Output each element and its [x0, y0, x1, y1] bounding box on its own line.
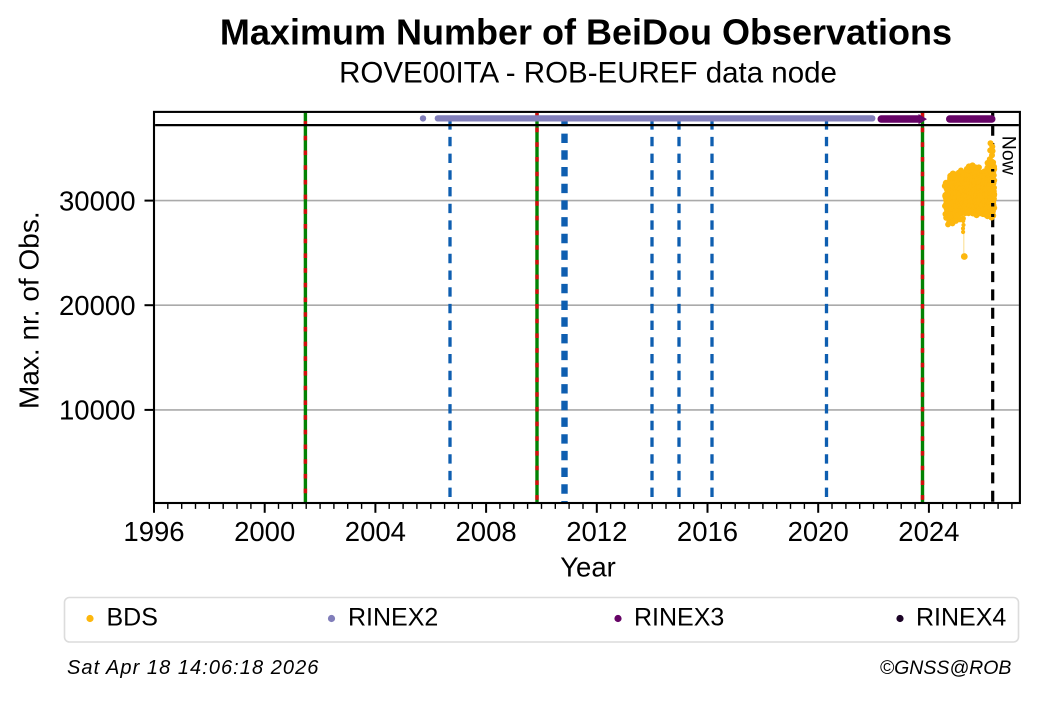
svg-text:2020: 2020 — [788, 516, 849, 547]
svg-text:©GNSS@ROB: ©GNSS@ROB — [880, 657, 1012, 679]
svg-text:10000: 10000 — [59, 395, 135, 426]
svg-text:2012: 2012 — [566, 516, 627, 547]
svg-text:1996: 1996 — [123, 516, 184, 547]
svg-text:30000: 30000 — [59, 185, 135, 216]
svg-text:20000: 20000 — [59, 290, 135, 321]
svg-text:Max. nr. of Obs.: Max. nr. of Obs. — [14, 211, 45, 409]
svg-text:RINEX4: RINEX4 — [916, 604, 1006, 632]
svg-text:ROVE00ITA - ROB-EUREF data nod: ROVE00ITA - ROB-EUREF data node — [339, 57, 837, 90]
svg-text:Now: Now — [998, 136, 1020, 176]
svg-text:2024: 2024 — [898, 516, 959, 547]
svg-text:2000: 2000 — [234, 516, 295, 547]
svg-text:RINEX2: RINEX2 — [348, 604, 438, 632]
svg-text:Year: Year — [560, 552, 616, 583]
svg-text:Sat Apr 18 14:06:18 2026: Sat Apr 18 14:06:18 2026 — [67, 657, 319, 679]
svg-text:RINEX3: RINEX3 — [634, 604, 724, 632]
svg-text:Maximum Number of BeiDou Obser: Maximum Number of BeiDou Observations — [220, 12, 952, 53]
svg-text:2008: 2008 — [456, 516, 517, 547]
svg-text:BDS: BDS — [107, 604, 158, 632]
svg-text:2016: 2016 — [677, 516, 738, 547]
svg-text:2004: 2004 — [345, 516, 406, 547]
